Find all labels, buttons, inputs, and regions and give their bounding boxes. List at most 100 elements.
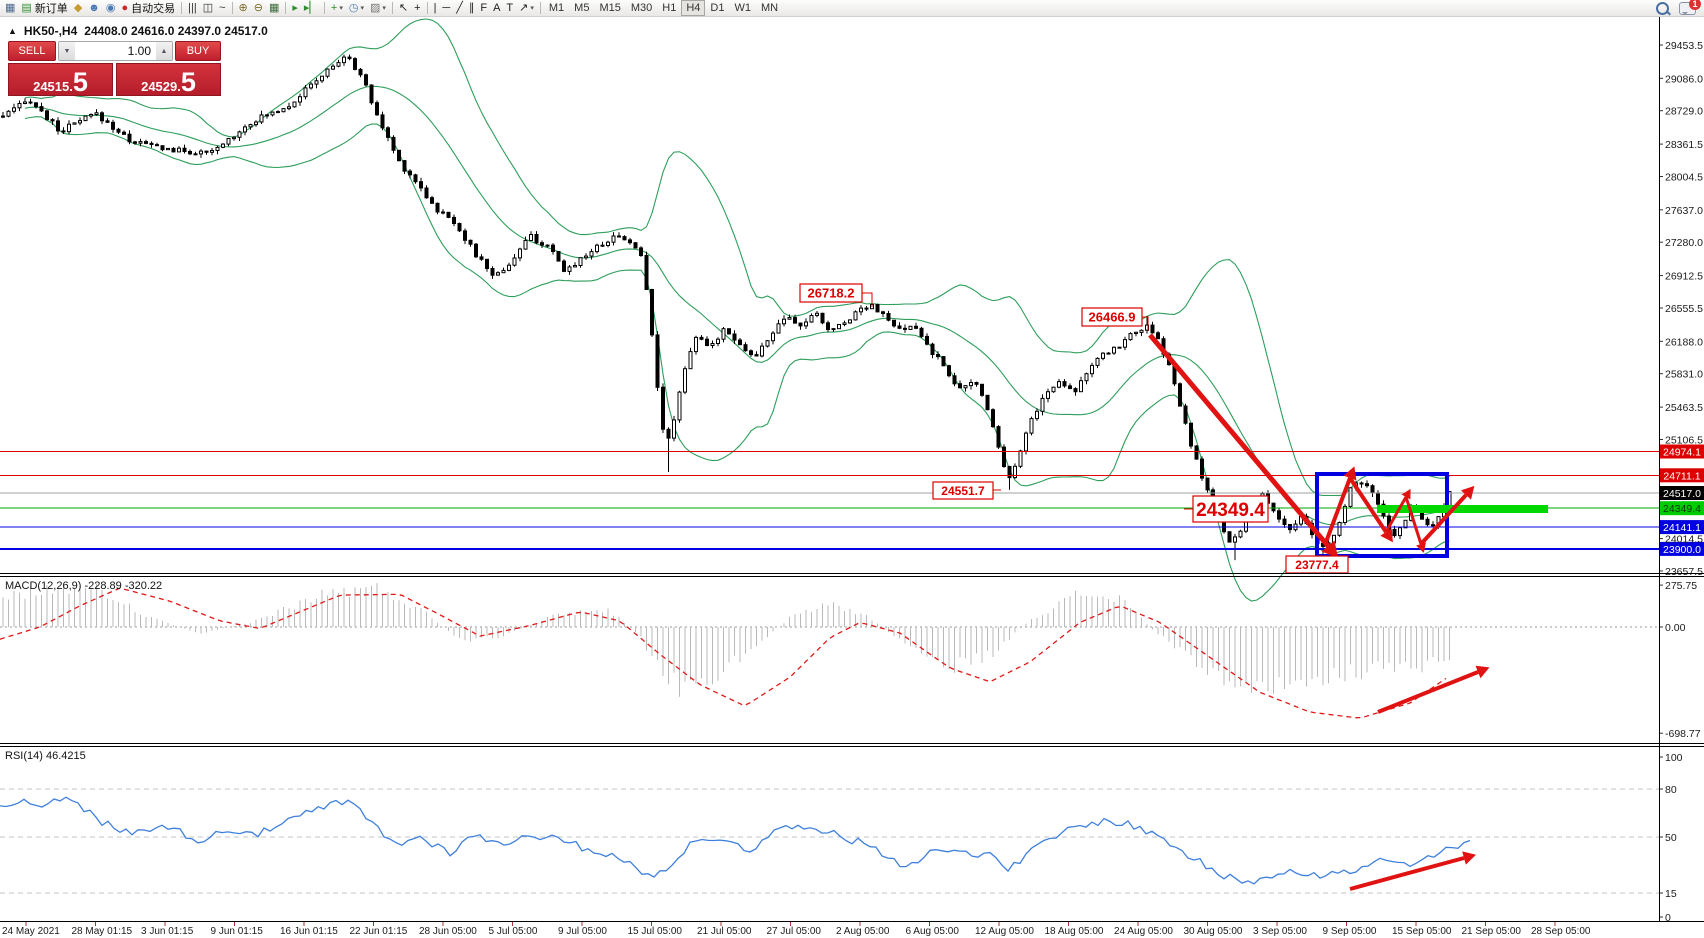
svg-text:0: 0 xyxy=(1665,912,1671,924)
buy-button[interactable]: BUY xyxy=(175,41,221,61)
chart-line-icon: ~ xyxy=(219,1,226,14)
chart-ohlc-header: ▲ HK50-,H4 24408.0 24616.0 24397.0 24517… xyxy=(8,24,268,38)
autotrading-button[interactable]: ● 自动交易 xyxy=(118,1,178,16)
signals-button[interactable]: ◉ xyxy=(103,1,119,16)
svg-text:80: 80 xyxy=(1665,784,1677,796)
fibonacci-button[interactable]: F xyxy=(477,1,490,16)
svg-text:28729.0: 28729.0 xyxy=(1665,106,1703,118)
timeframe-m5[interactable]: M5 xyxy=(574,2,590,14)
timeframe-d1[interactable]: D1 xyxy=(710,2,725,14)
auto-scroll-button[interactable]: ▸ xyxy=(289,1,301,16)
periods-dropdown-icon[interactable]: ▾ xyxy=(360,5,364,12)
arrows-button[interactable]: ↗ ▾ xyxy=(516,1,537,16)
cursor-button[interactable]: ↖ xyxy=(396,1,411,16)
svg-text:28361.5: 28361.5 xyxy=(1665,139,1703,151)
timeframe-mn[interactable]: MN xyxy=(760,2,779,14)
tile-windows-button[interactable]: ▦ xyxy=(266,1,282,16)
ohlc-values: 24408.0 24616.0 24397.0 24517.0 xyxy=(84,24,268,38)
arrows-dropdown-icon[interactable]: ▾ xyxy=(530,5,534,12)
arrowhead xyxy=(1401,488,1411,500)
timeframe-m30[interactable]: M30 xyxy=(630,2,653,14)
svg-text:29086.0: 29086.0 xyxy=(1665,73,1703,85)
arrowhead xyxy=(1343,466,1357,481)
timeframe-w1[interactable]: W1 xyxy=(734,2,751,14)
chat-icon[interactable]: 1 xyxy=(1679,0,1701,15)
sell-button[interactable]: SELL xyxy=(8,41,56,61)
price-callout[interactable] xyxy=(799,283,863,303)
svg-text:22 Jun 01:15: 22 Jun 01:15 xyxy=(350,926,408,937)
toolbar-separator xyxy=(391,2,393,14)
toolbar-separator xyxy=(181,2,183,14)
symbol-arrow-icon: ▲ xyxy=(8,26,17,36)
market-watch-button[interactable]: ▦ xyxy=(2,1,18,16)
timeframe-h4[interactable]: H4 xyxy=(681,0,706,16)
annotation-arrow xyxy=(1349,856,1465,891)
svg-text:24551.7: 24551.7 xyxy=(941,484,985,498)
svg-text:30 Aug 05:00: 30 Aug 05:00 xyxy=(1184,926,1243,937)
svg-text:27637.0: 27637.0 xyxy=(1665,205,1703,217)
sell-price-box[interactable]: 24515 . 5 xyxy=(8,63,113,96)
svg-text:21 Jul 05:00: 21 Jul 05:00 xyxy=(697,926,752,937)
chart-shift-button[interactable]: ▸▏ xyxy=(301,1,321,16)
annotation-arrow xyxy=(1324,477,1352,543)
zoom-in-button[interactable]: ⊕ xyxy=(236,1,251,16)
support-band[interactable] xyxy=(1377,505,1548,513)
periods-button[interactable]: ◷ ▾ xyxy=(346,1,367,16)
timeframe-m1[interactable]: M1 xyxy=(548,2,565,14)
horizontal-line-button[interactable]: ─ xyxy=(439,1,453,16)
svg-text:28 Jun 05:00: 28 Jun 05:00 xyxy=(419,926,477,937)
trendline-button[interactable]: ╱ xyxy=(453,1,466,16)
volume-up-button[interactable]: ▲ xyxy=(156,42,172,60)
chart-line-button[interactable]: ~ xyxy=(216,1,228,16)
main-panel: 24974.1 24711.1 24517.0 24349.4 24141.1 23900… xyxy=(0,18,1704,891)
svg-text:15 Jul 05:00: 15 Jul 05:00 xyxy=(628,926,683,937)
price-callout[interactable] xyxy=(932,481,994,500)
vertical-line-button[interactable]: | xyxy=(431,1,440,16)
timeframe-m15[interactable]: M15 xyxy=(599,2,621,14)
search-icon[interactable] xyxy=(1656,1,1669,15)
arrowhead xyxy=(1462,851,1476,865)
text-button[interactable]: A xyxy=(490,1,503,16)
buy-price-box[interactable]: 24529 . 5 xyxy=(116,63,221,96)
svg-text:28 Sep 05:00: 28 Sep 05:00 xyxy=(1531,926,1591,937)
timeframe-h1[interactable]: H1 xyxy=(662,2,677,14)
svg-text:9 Jul 05:00: 9 Jul 05:00 xyxy=(558,926,607,937)
new-order-button[interactable]: ▤ 新订单 xyxy=(18,1,70,16)
volume-input[interactable]: 1.00 xyxy=(127,44,151,58)
market-watch-icon: ▦ xyxy=(5,1,16,14)
chart-candlesticks-button[interactable]: ◫ xyxy=(200,1,216,16)
volume-down-button[interactable]: ▼ xyxy=(59,42,75,60)
price-callout[interactable] xyxy=(1192,495,1269,523)
equidistant-channel-button[interactable]: ∥ xyxy=(466,1,478,16)
rsi-line xyxy=(0,796,1471,885)
chart-bars-button[interactable]: ||| xyxy=(185,1,200,16)
toolbar-buttons: ▦ ▤ 新订单 ◆ ☻ ◉ ● 自动交易 ||| ◫ ~ ⊕ ⊖ ▦ ▸ ▸▏ + ▾ ◷ ▾ ▨ ▾ ↖ + | ─ ╱ ∥ F A T ↗… xyxy=(2,0,1656,17)
time-axis[interactable]: 24 May 2021 28 May 01:15 3 Jun 01:15 9 Jun … xyxy=(2,922,1591,937)
svg-text:5 Jul 05:00: 5 Jul 05:00 xyxy=(489,926,538,937)
indicators-dropdown-icon[interactable]: ▾ xyxy=(339,5,343,12)
indicators-button[interactable]: + ▾ xyxy=(328,1,346,16)
svg-text:26912.5: 26912.5 xyxy=(1665,271,1703,283)
svg-text:27280.0: 27280.0 xyxy=(1665,237,1703,249)
autotrading-label: 自动交易 xyxy=(131,3,176,15)
toolbar-separator xyxy=(231,2,233,14)
price-callout[interactable] xyxy=(1081,307,1143,327)
volume-stepper: ▼ 1.00 ▲ xyxy=(58,41,173,61)
arrowhead xyxy=(1380,528,1393,543)
signals-icon: ◉ xyxy=(105,1,116,14)
buy-price-dot: . xyxy=(177,79,181,94)
contacts-button[interactable]: ☻ xyxy=(85,1,103,16)
svg-text:50: 50 xyxy=(1665,832,1677,844)
text-label-button[interactable]: T xyxy=(503,1,516,16)
svg-text:25831.0: 25831.0 xyxy=(1665,369,1703,381)
crosshair-button[interactable]: + xyxy=(411,1,423,16)
zoom-out-button[interactable]: ⊖ xyxy=(251,1,266,16)
fibonacci-icon: F xyxy=(480,1,488,14)
templates-dropdown-icon[interactable]: ▾ xyxy=(382,5,386,12)
templates-button[interactable]: ▨ ▾ xyxy=(367,1,389,16)
svg-text:6 Aug 05:00: 6 Aug 05:00 xyxy=(906,926,960,937)
history-center-button[interactable]: ◆ xyxy=(71,1,85,16)
annotation-arrow xyxy=(1384,496,1408,533)
